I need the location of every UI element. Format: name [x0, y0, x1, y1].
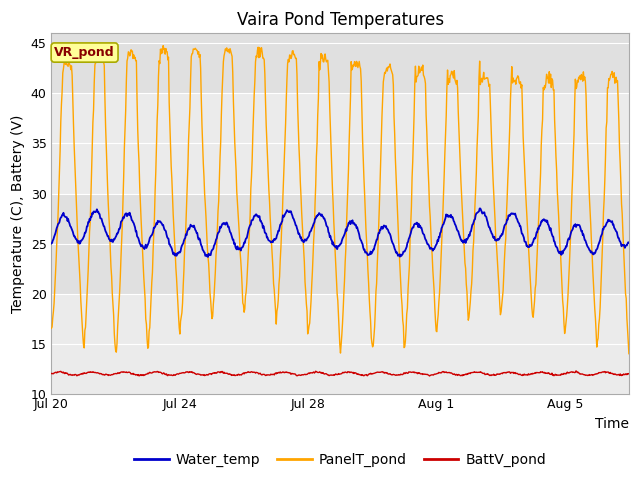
- Bar: [51, 294, 629, 394]
- Bar: [51, 94, 629, 193]
- X-axis label: Time: Time: [595, 417, 629, 431]
- Text: VR_pond: VR_pond: [54, 46, 115, 59]
- Y-axis label: Temperature (C), Battery (V): Temperature (C), Battery (V): [11, 114, 25, 312]
- Title: Vaira Pond Temperatures: Vaira Pond Temperatures: [237, 11, 444, 29]
- Legend: Water_temp, PanelT_pond, BattV_pond: Water_temp, PanelT_pond, BattV_pond: [129, 447, 552, 473]
